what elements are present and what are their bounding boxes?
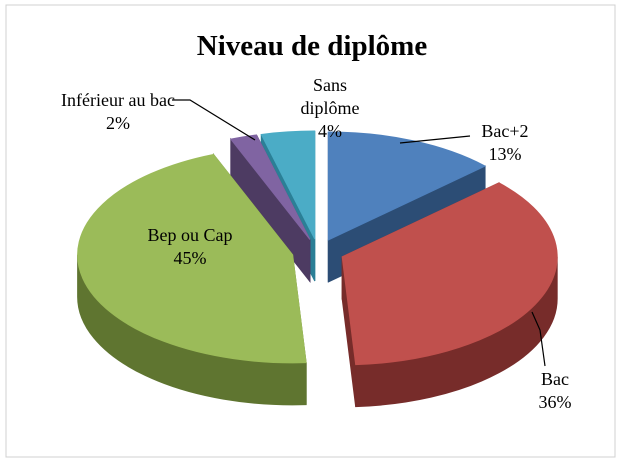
leader-line	[399, 135, 471, 144]
leader-line	[531, 311, 546, 367]
chart-frame	[5, 4, 616, 458]
slice	[229, 134, 311, 240]
value-label: 4%	[318, 121, 342, 141]
category-label: Inférieur au bac	[61, 90, 175, 110]
slice	[341, 182, 558, 366]
value-label: 45%	[173, 248, 207, 268]
category-label: Bep ou Cap	[147, 225, 233, 245]
slice	[77, 153, 307, 364]
category-label: Bac+2	[481, 121, 529, 141]
slice-label: Inférieur au bac 2%	[59, 89, 177, 135]
leader-line	[172, 99, 256, 141]
slice-label: Sans diplôme 4%	[293, 74, 368, 143]
slice	[327, 131, 487, 241]
pie	[77, 130, 558, 408]
category-label: Bac	[541, 369, 569, 389]
chart-title: Niveau de diplôme	[196, 30, 428, 62]
value-label: 2%	[106, 113, 130, 133]
value-label: 36%	[538, 392, 572, 412]
slice-label: Bac+2 13%	[465, 120, 545, 166]
slice	[260, 130, 316, 240]
value-label: 13%	[488, 144, 522, 164]
slice-label: Bep ou Cap 45%	[130, 224, 250, 270]
slice-label: Bac 36%	[525, 368, 585, 414]
category-label: Sans diplôme	[300, 75, 360, 118]
